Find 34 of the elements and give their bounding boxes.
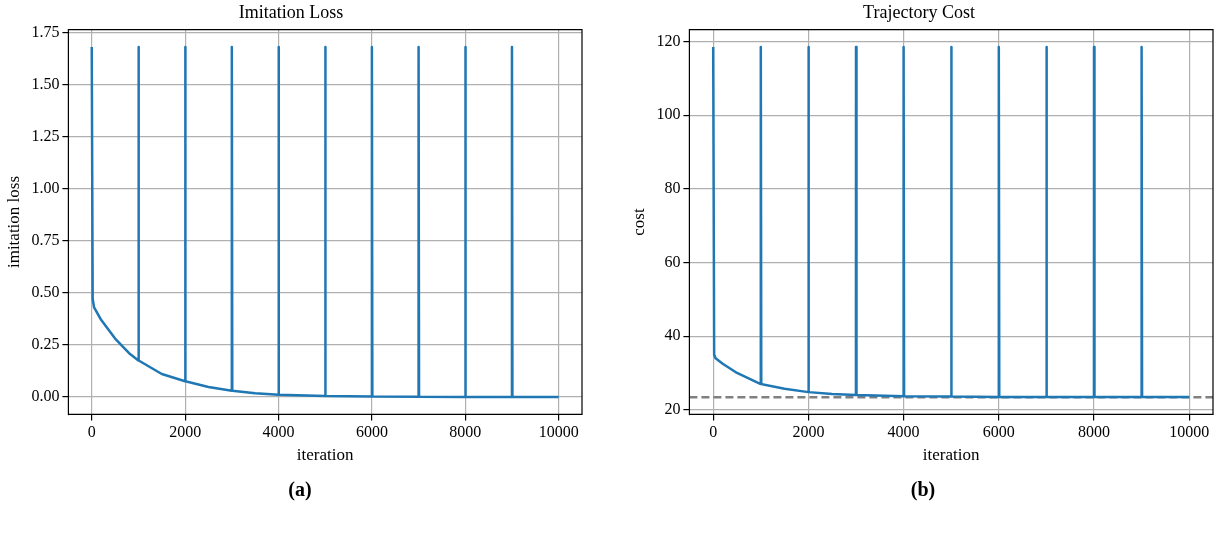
y-tick-label: 60 (664, 252, 681, 270)
y-tick-label: 0.75 (31, 230, 60, 248)
x-tick-label: 2000 (792, 423, 825, 441)
x-tick-label: 8000 (1078, 423, 1110, 441)
y-axis-title: cost (628, 208, 648, 236)
y-tick-label: 1.25 (31, 126, 60, 144)
text: (a) (287, 478, 313, 501)
x-tick-label: 6000 (355, 423, 388, 441)
y-tick-label: 120 (656, 31, 681, 49)
y-tick-label: 0.00 (31, 387, 60, 405)
x-tick-label: 8000 (449, 423, 482, 441)
x-tick-label: 4000 (887, 423, 920, 441)
x-tick-label: 6000 (982, 423, 1015, 441)
y-tick-label: 100 (656, 105, 681, 123)
y-tick-label: 1.75 (31, 22, 60, 40)
text: (b) (909, 478, 937, 501)
y-tick-label: 80 (664, 179, 681, 197)
x-tick-label: 10000 (1169, 423, 1210, 441)
x-axis-title: iteration (296, 445, 355, 465)
y-tick-label: 40 (664, 326, 681, 344)
x-axis-title: iteration (922, 445, 981, 465)
x-tick-label: 10000 (538, 423, 579, 441)
y-tick-label: 1.00 (31, 178, 60, 196)
x-tick-label: 4000 (262, 423, 295, 441)
y-tick-label: 20 (664, 400, 681, 417)
y-axis-title: imitation loss (3, 175, 23, 269)
x-tick-label: 0 (87, 423, 96, 441)
y-tick-label: 0.50 (31, 283, 60, 300)
y-tick-label: 0.25 (31, 335, 60, 353)
x-tick-label: 0 (709, 423, 718, 441)
chart-title: Trajectory Cost (863, 1, 975, 22)
x-tick-label: 2000 (169, 423, 202, 441)
chart-title: Imitation Loss (238, 1, 344, 22)
y-tick-label: 1.50 (31, 74, 60, 92)
